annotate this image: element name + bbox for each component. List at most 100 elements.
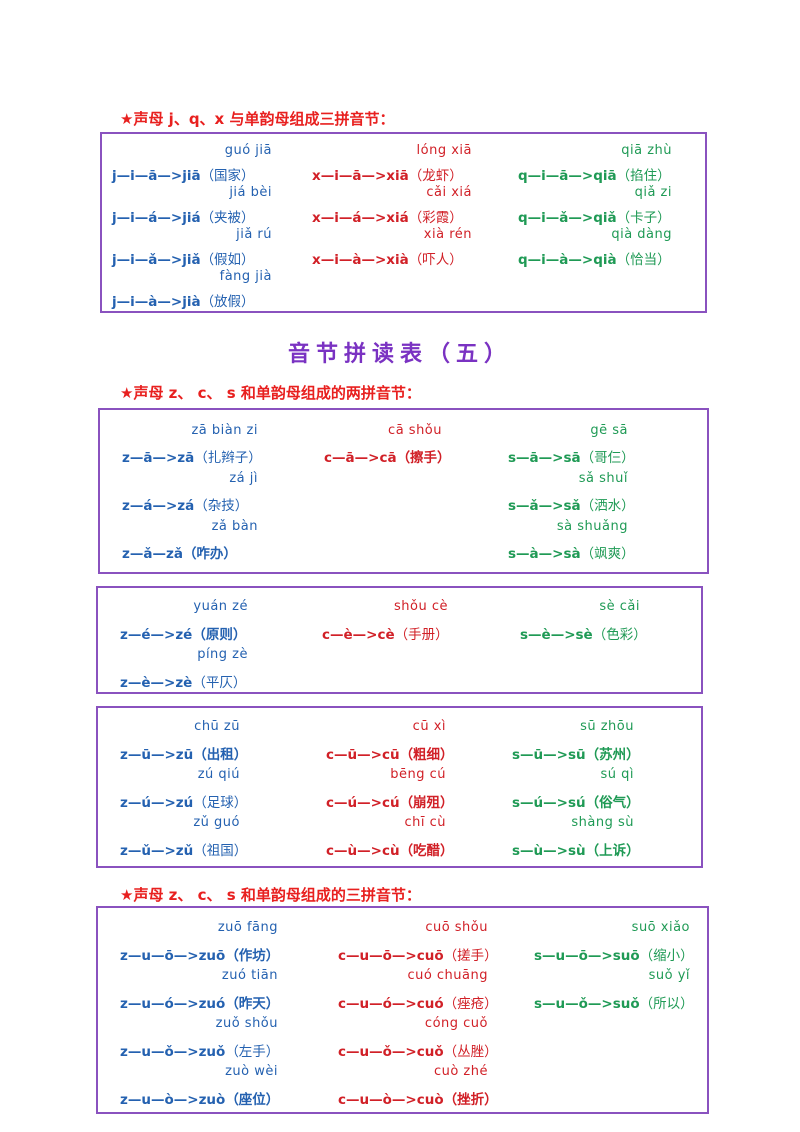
- spelling-row: s—ǎ—>sǎ（洒水）: [508, 494, 635, 514]
- spelling-result: jià: [182, 294, 201, 310]
- spelling-steps: z—ā—>: [122, 450, 178, 466]
- spelling-row: j—i—à—>jià（放假）: [112, 290, 255, 310]
- example-word: （丛脞）: [443, 1044, 498, 1060]
- example-word: （左手）: [225, 1044, 280, 1060]
- spelling-result: sù: [567, 843, 586, 859]
- example-word: （吃醋）: [399, 843, 454, 859]
- star-icon: ★: [120, 110, 134, 128]
- spelling-steps: z—u—ō—>: [120, 948, 199, 964]
- spelling-steps: z—ǎ—: [122, 546, 166, 562]
- section2-heading: ★声母 z、 c、 s 和单韵母组成的两拼音节：: [120, 382, 421, 403]
- pinyin-label: jiá bèi: [229, 185, 272, 200]
- spelling-row: z—á—>zá（杂技）: [122, 494, 248, 514]
- spelling-steps: c—è—>: [322, 627, 378, 643]
- pinyin-label: zā biàn zi: [191, 423, 258, 438]
- spelling-steps: z—ū—>: [120, 747, 176, 763]
- pinyin-label: chī cù: [404, 815, 446, 830]
- spelling-result: qiǎ: [593, 210, 617, 226]
- pinyin-label: cā shǒu: [388, 423, 442, 438]
- pinyin-label: sǎ shuǐ: [578, 471, 628, 486]
- spelling-steps: z—ǔ—>: [120, 843, 176, 859]
- pinyin-label: zuǒ shǒu: [215, 1016, 278, 1031]
- spelling-row: s—è—>sè（色彩）: [520, 623, 647, 643]
- spelling-row: x—i—ā—>xiā（龙虾）: [312, 164, 463, 184]
- spelling-row: c—ā—>cā（擦手）: [324, 446, 451, 466]
- star-icon: ★: [120, 384, 134, 402]
- example-word: （作坊）: [225, 948, 280, 964]
- pinyin-label: fàng jià: [219, 269, 272, 284]
- example-word: （吓人）: [408, 252, 463, 268]
- spelling-row: c—u—ó—>cuó（痤疮）: [338, 992, 498, 1012]
- example-word: （放假）: [200, 294, 255, 310]
- section2-heading-text: 声母 z、 c、 s 和单韵母组成的两拼音节：: [133, 384, 421, 402]
- example-word: （粗细）: [399, 747, 454, 763]
- section3-heading: ★声母 z、 c、 s 和单韵母组成的三拼音节：: [120, 884, 421, 905]
- example-word: （杂技）: [194, 498, 249, 514]
- example-word: （掐住）: [616, 168, 671, 184]
- pinyin-label: sú qì: [600, 767, 634, 782]
- example-word: （上诉）: [585, 843, 640, 859]
- example-word: （彩霞）: [408, 210, 463, 226]
- spelling-row: z—u—ò—>zuò（座位）: [120, 1088, 279, 1108]
- example-word: （平仄）: [192, 675, 247, 691]
- pinyin-label: shǒu cè: [394, 599, 448, 614]
- spelling-steps: c—u—ò—>: [338, 1092, 417, 1108]
- pinyin-label: qiǎ zi: [634, 185, 672, 200]
- example-word: （足球）: [193, 795, 248, 811]
- pinyin-label: yuán zé: [193, 599, 248, 614]
- spelling-result: suǒ: [612, 996, 640, 1012]
- spelling-result: cuò: [416, 1092, 444, 1108]
- spelling-result: cuǒ: [416, 1044, 444, 1060]
- spelling-row: x—i—à—>xià（吓人）: [312, 248, 463, 268]
- example-word: （国家）: [200, 168, 255, 184]
- section2-box-a: [98, 408, 709, 574]
- spelling-steps: c—u—ó—>: [338, 996, 417, 1012]
- example-word: （擦手）: [396, 450, 451, 466]
- example-word: （恰当）: [616, 252, 671, 268]
- example-word: （洒水）: [580, 498, 635, 514]
- example-word: （夹被）: [200, 210, 255, 226]
- example-word: （搓手）: [443, 948, 498, 964]
- example-word: （所以）: [639, 996, 694, 1012]
- example-word: （咋办）: [182, 546, 237, 562]
- spelling-row: s—ā—>sā（哥仨）: [508, 446, 635, 466]
- spelling-row: j—i—ā—>jiā（国家）: [112, 164, 255, 184]
- example-word: （原则）: [192, 627, 247, 643]
- spelling-result: sǎ: [563, 498, 581, 514]
- example-word: （哥仨）: [580, 450, 635, 466]
- pinyin-label: zú qiú: [197, 767, 240, 782]
- example-word: （昨天）: [225, 996, 280, 1012]
- spelling-result: sā: [563, 450, 581, 466]
- spelling-row: c—u—ǒ—>cuǒ（丛脞）: [338, 1040, 498, 1060]
- pinyin-label: cóng cuǒ: [424, 1016, 488, 1031]
- spelling-row: c—ú—>cú（崩殂）: [326, 791, 454, 811]
- spelling-row: z—u—ǒ—>zuǒ（左手）: [120, 1040, 279, 1060]
- spelling-result: xiā: [386, 168, 409, 184]
- pinyin-label: zǔ guó: [193, 815, 240, 830]
- spelling-row: q—i—ā—>qiā（掐住）: [518, 164, 671, 184]
- section3-heading-text: 声母 z、 c、 s 和单韵母组成的三拼音节：: [133, 886, 421, 904]
- spelling-steps: s—è—>: [520, 627, 576, 643]
- spelling-steps: j—i—ā—>: [112, 168, 183, 184]
- pinyin-label: zuō fāng: [217, 920, 278, 935]
- pinyin-label: cū xì: [412, 719, 446, 734]
- pinyin-label: qià dàng: [611, 227, 672, 242]
- spelling-steps: j—i—ǎ—>: [112, 252, 183, 268]
- spelling-steps: c—ú—>: [326, 795, 382, 811]
- spelling-row: z—ú—>zú（足球）: [120, 791, 247, 811]
- pinyin-label: shàng sù: [571, 815, 634, 830]
- spelling-steps: s—u—ǒ—>: [534, 996, 613, 1012]
- spelling-result: cū: [381, 747, 400, 763]
- spelling-row: c—ū—>cū（粗细）: [326, 743, 454, 763]
- spelling-steps: z—è—>: [120, 675, 176, 691]
- spelling-row: z—è—>zè（平仄）: [120, 671, 246, 691]
- spelling-result: qià: [593, 252, 617, 268]
- example-word: （俗气）: [585, 795, 640, 811]
- spelling-result: zǔ: [175, 843, 194, 859]
- spelling-steps: z—á—>: [122, 498, 178, 514]
- pinyin-label: sè cǎi: [599, 599, 640, 614]
- spelling-steps: s—u—ō—>: [534, 948, 613, 964]
- spelling-result: zuò: [198, 1092, 226, 1108]
- pinyin-label: cuó chuāng: [407, 968, 488, 983]
- spelling-steps: c—ù—>: [326, 843, 382, 859]
